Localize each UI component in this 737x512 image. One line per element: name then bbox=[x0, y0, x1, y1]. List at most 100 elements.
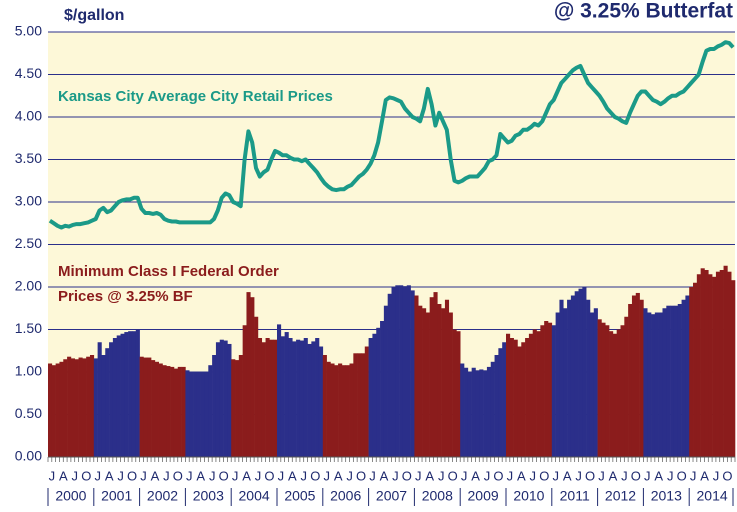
bar bbox=[525, 338, 530, 457]
bar bbox=[719, 270, 724, 457]
bar bbox=[376, 327, 381, 457]
x-tick-label: O bbox=[310, 468, 320, 483]
bar bbox=[651, 314, 656, 457]
year-label: 2013 bbox=[651, 488, 682, 504]
bar bbox=[624, 316, 629, 457]
bar bbox=[605, 325, 610, 457]
x-tick-label: A bbox=[59, 468, 68, 483]
bar bbox=[654, 312, 659, 457]
bar bbox=[303, 338, 308, 457]
bar bbox=[200, 372, 205, 457]
bar bbox=[578, 288, 583, 457]
x-tick-label: J bbox=[255, 468, 262, 483]
bar bbox=[63, 359, 68, 457]
y-tick-label: 5.00 bbox=[15, 23, 42, 39]
bar bbox=[345, 365, 350, 457]
bar bbox=[540, 325, 545, 457]
bar bbox=[227, 343, 232, 457]
x-tick-label: A bbox=[425, 468, 434, 483]
bar bbox=[74, 359, 79, 457]
bar bbox=[612, 333, 617, 457]
year-label: 2003 bbox=[193, 488, 224, 504]
bar bbox=[677, 304, 682, 457]
bar bbox=[318, 346, 324, 457]
year-label: 2002 bbox=[147, 488, 178, 504]
bar bbox=[368, 338, 373, 457]
bar bbox=[395, 285, 400, 457]
bar bbox=[242, 325, 247, 457]
bar bbox=[437, 304, 442, 457]
year-label: 2005 bbox=[284, 488, 315, 504]
x-tick-label: A bbox=[334, 468, 343, 483]
x-tick-label: J bbox=[209, 468, 216, 483]
bar bbox=[582, 287, 587, 457]
bar bbox=[414, 295, 419, 457]
x-tick-label: J bbox=[140, 468, 147, 483]
bar bbox=[246, 292, 251, 457]
x-tick-label: J bbox=[598, 468, 605, 483]
x-tick-label: A bbox=[654, 468, 663, 483]
bar bbox=[723, 265, 728, 457]
bar bbox=[479, 369, 484, 457]
x-tick-label: J bbox=[49, 468, 56, 483]
bar bbox=[486, 366, 492, 457]
bar bbox=[265, 338, 270, 457]
bar bbox=[67, 356, 72, 457]
bar bbox=[116, 335, 121, 457]
bar bbox=[322, 355, 327, 457]
bar bbox=[269, 339, 274, 457]
bar bbox=[131, 331, 137, 457]
bar bbox=[410, 290, 415, 457]
bar bbox=[196, 372, 201, 457]
bar bbox=[93, 358, 98, 457]
bar bbox=[483, 370, 488, 457]
bar bbox=[406, 285, 411, 457]
bar bbox=[658, 312, 663, 457]
x-tick-label: J bbox=[575, 468, 582, 483]
year-label: 2008 bbox=[422, 488, 453, 504]
bar bbox=[78, 357, 83, 457]
bar bbox=[292, 341, 297, 457]
bar bbox=[517, 346, 522, 457]
chart-title: @ 3.25% Butterfat bbox=[554, 0, 733, 23]
bar bbox=[559, 299, 564, 457]
bar bbox=[673, 305, 679, 457]
x-tick-label: A bbox=[700, 468, 709, 483]
x-tick-label: J bbox=[392, 468, 399, 483]
bar bbox=[166, 366, 171, 457]
bar bbox=[712, 276, 717, 457]
bar bbox=[532, 329, 537, 457]
x-tick-label: J bbox=[117, 468, 124, 483]
bar bbox=[215, 342, 221, 457]
bar bbox=[528, 333, 534, 457]
bar bbox=[601, 322, 606, 457]
x-tick-label: J bbox=[94, 468, 101, 483]
bar bbox=[147, 357, 152, 457]
bar bbox=[280, 336, 285, 457]
bar bbox=[521, 342, 526, 457]
x-tick-label: A bbox=[563, 468, 572, 483]
year-label: 2010 bbox=[513, 488, 544, 504]
bar bbox=[223, 340, 228, 457]
x-tick-label: A bbox=[471, 468, 480, 483]
bar bbox=[315, 338, 320, 457]
x-tick-label: J bbox=[644, 468, 651, 483]
bar bbox=[635, 292, 640, 457]
bar bbox=[360, 353, 366, 457]
bar bbox=[257, 338, 263, 457]
year-label: 2009 bbox=[468, 488, 499, 504]
y-tick-label: 0.00 bbox=[15, 448, 42, 464]
x-tick-label: J bbox=[186, 468, 193, 483]
bar bbox=[334, 365, 339, 457]
bar bbox=[112, 338, 117, 457]
bar bbox=[616, 329, 621, 457]
year-label: 2014 bbox=[697, 488, 728, 504]
x-tick-label: J bbox=[301, 468, 308, 483]
bar bbox=[51, 365, 56, 457]
bar bbox=[86, 356, 91, 457]
bar bbox=[372, 333, 377, 457]
bar bbox=[193, 372, 198, 457]
bar bbox=[551, 325, 556, 457]
bar bbox=[536, 331, 541, 457]
